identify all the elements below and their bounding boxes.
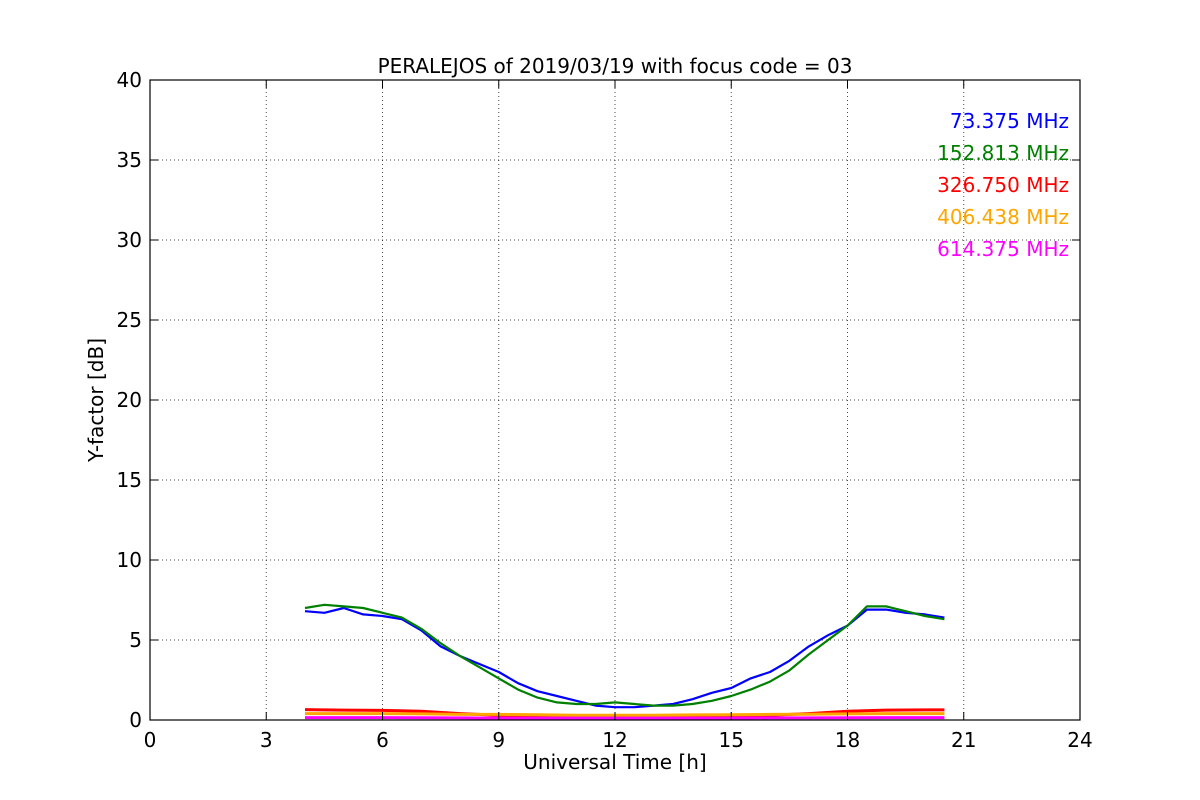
ticks: 0 3 6 9 12 15 18 21 24 0 5 10 15 20 25 30 35 40 — [117, 68, 1093, 752]
legend: 73.375 MHz 152.813 MHz 326.750 MHz 406.438 … — [937, 109, 1069, 261]
x-tick-label-2: 6 — [376, 728, 389, 752]
y-tick-label-4: 20 — [117, 388, 142, 412]
legend-entry-2: 326.750 MHz — [937, 173, 1069, 197]
series-line-1 — [304, 603, 945, 707]
x-tick-label-1: 3 — [260, 728, 273, 752]
x-tick-label-5: 15 — [719, 728, 744, 752]
y-tick-label-0: 0 — [129, 708, 142, 732]
y-tick-label-5: 25 — [117, 308, 142, 332]
x-tick-label-3: 9 — [492, 728, 505, 752]
x-tick-label-8: 24 — [1067, 728, 1092, 752]
x-tick-label-6: 18 — [835, 728, 860, 752]
grid — [150, 80, 1080, 720]
y-tick-label-6: 30 — [117, 228, 142, 252]
x-axis-title: Universal Time [h] — [523, 750, 706, 774]
chart-title: PERALEJOS of 2019/03/19 with focus code … — [378, 54, 853, 78]
y-tick-label-2: 10 — [117, 548, 142, 572]
legend-entry-1: 152.813 MHz — [937, 141, 1069, 165]
y-axis-title: Y-factor [dB] — [84, 338, 108, 463]
y-tick-label-1: 5 — [129, 628, 142, 652]
series-line-4 — [305, 716, 945, 720]
y-tick-label-8: 40 — [117, 68, 142, 92]
x-tick-label-4: 12 — [602, 728, 627, 752]
series-lines — [304, 603, 945, 720]
y-tick-label-7: 35 — [117, 148, 142, 172]
legend-entry-3: 406.438 MHz — [937, 205, 1069, 229]
series-line-3 — [305, 712, 945, 717]
series-line-0 — [304, 606, 945, 709]
x-tick-label-0: 0 — [144, 728, 157, 752]
legend-entry-4: 614.375 MHz — [937, 237, 1069, 261]
y-tick-label-3: 15 — [117, 468, 142, 492]
x-tick-label-7: 21 — [951, 728, 976, 752]
legend-entry-0: 73.375 MHz — [950, 109, 1069, 133]
